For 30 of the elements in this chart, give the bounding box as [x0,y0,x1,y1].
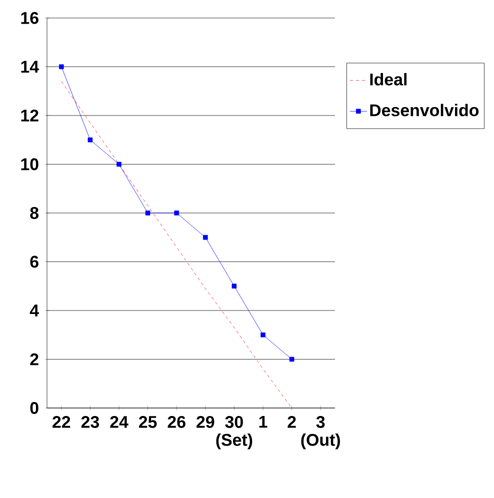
x-tick-label: 30 (Set) [216,416,252,450]
x-tick-label: 26 [168,416,186,428]
y-tick-label: 6 [30,256,38,268]
point [260,332,266,338]
y-tick-label: 14 [21,60,39,73]
y-tick-label: 2 [30,353,38,366]
x-tick-label: 29 [196,416,214,428]
point [116,162,122,167]
x-tick-label: 3 (Out) [301,416,340,450]
point [232,284,237,289]
legend-label: Desenvolvido [370,104,479,116]
legend-label: Ideal [370,73,406,86]
point [88,137,93,142]
point [174,210,179,216]
point [59,64,64,70]
point [289,356,294,362]
x-tick-label: 25 [138,416,157,428]
y-tick-label: 10 [21,158,38,170]
x-tick-label: 2 [288,416,296,428]
y-tick-label: 8 [30,207,39,219]
x-tick-label: 23 [81,416,100,428]
x-tick-label: 24 [110,416,128,428]
y-tick-label: 12 [21,110,38,122]
y-tick-label: 16 [21,12,38,24]
point [203,234,208,240]
x-tick-label: 22 [52,416,70,428]
x-tick-label: 1 [259,416,268,428]
y-tick-label: 0 [30,402,38,414]
point [145,210,150,216]
y-tick-label: 4 [30,304,39,316]
